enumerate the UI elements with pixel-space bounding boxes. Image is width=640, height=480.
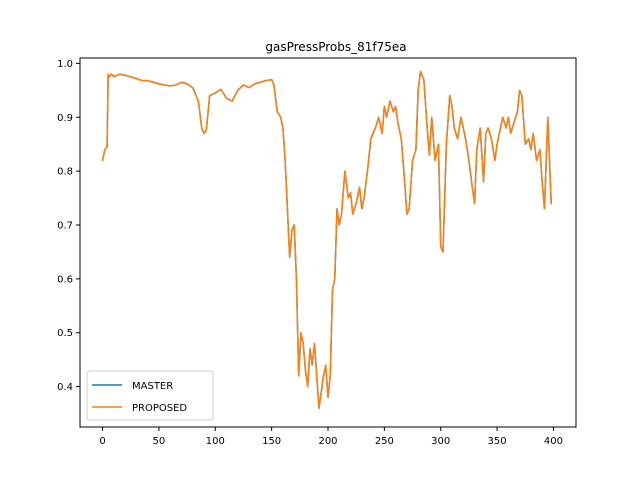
series-line-proposed [101,70,552,409]
x-tick-label: 300 [431,436,450,447]
y-tick-label: 0.5 [57,328,73,339]
x-tick-label: 50 [153,436,166,447]
series-layer [101,70,552,409]
x-tick-label: 250 [375,436,394,447]
x-tick-label: 0 [99,436,105,447]
y-tick-label: 0.7 [57,220,73,231]
chart-title: gasPressProbs_81f75ea [265,40,406,54]
x-tick-label: 350 [488,436,507,447]
y-tick-label: 0.8 [57,167,73,178]
y-tick-label: 0.9 [57,113,73,124]
legend-label-proposed: PROPOSED [132,403,187,414]
y-axis-ticks: 0.4 0.5 0.6 0.7 0.8 0.9 1.0 [57,59,80,393]
x-axis-ticks: 0 50 100 150 200 250 300 350 400 [99,427,563,447]
y-tick-label: 0.6 [57,274,73,285]
legend: MASTER PROPOSED [86,370,214,421]
plot-area-frame [79,57,577,428]
x-tick-label: 100 [206,436,225,447]
x-tick-label: 200 [318,436,337,447]
y-tick-label: 0.4 [57,382,73,393]
y-tick-label: 1.0 [57,59,73,70]
x-tick-label: 400 [544,436,563,447]
x-tick-label: 150 [262,436,281,447]
legend-label-master: MASTER [132,381,173,392]
